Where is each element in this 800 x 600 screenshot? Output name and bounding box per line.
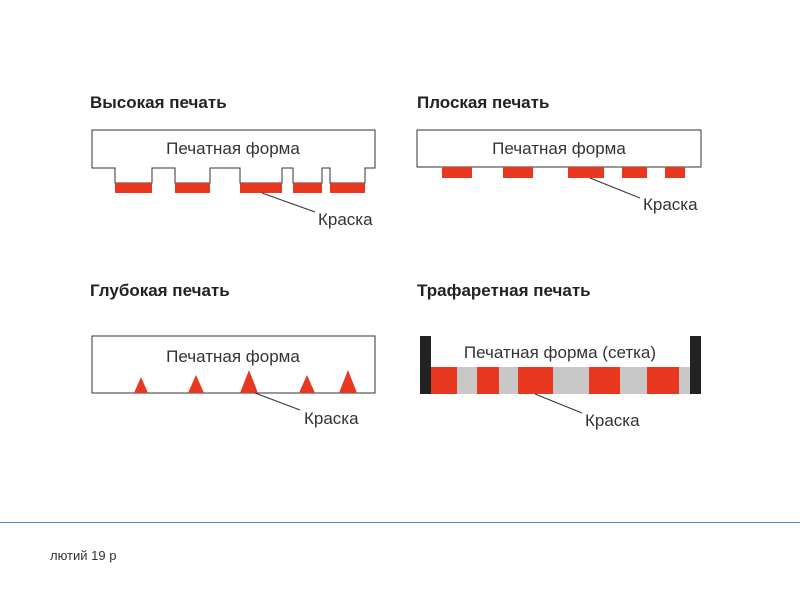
screen-ink-1	[431, 367, 457, 394]
gravure-form-label: Печатная форма	[166, 347, 300, 366]
flat-ink-5	[665, 167, 685, 178]
letterpress-ink-1	[115, 183, 152, 193]
footer-date: лютий 19 р	[50, 548, 117, 563]
letterpress-ink-5	[330, 183, 365, 193]
letterpress-title: Высокая печать	[90, 93, 227, 112]
screen-mesh	[431, 367, 690, 394]
gravure-ink-1	[134, 377, 148, 393]
flat-ink-4	[622, 167, 647, 178]
screen-ink-leader	[534, 393, 583, 414]
flat-ink-leader	[589, 177, 641, 199]
gravure-ink-leader	[254, 392, 301, 411]
gravure-ink-5	[339, 370, 357, 393]
screen-ink-5	[647, 367, 679, 394]
flat-form-label: Печатная форма	[492, 139, 626, 158]
gravure-title: Глубокая печать	[90, 281, 230, 300]
letterpress-ink-3	[240, 183, 282, 193]
gravure-form	[91, 335, 376, 394]
screen-panel: Трафаретная печать Печатная форма (сетка…	[417, 281, 701, 430]
flat-title: Плоская печать	[417, 93, 549, 112]
letterpress-ink-4	[293, 183, 322, 193]
gravure-ink-2	[188, 375, 204, 393]
gravure-ink-label: Краска	[304, 409, 359, 428]
flat-ink-2	[503, 167, 533, 178]
printing-methods-diagram: Высокая печать Печатная форма Краска Пло…	[90, 93, 702, 430]
letterpress-form-label: Печатная форма	[166, 139, 300, 158]
letterpress-ink-label: Краска	[318, 210, 373, 229]
flat-form	[416, 129, 702, 168]
letterpress-panel: Высокая печать Печатная форма Краска	[90, 93, 376, 229]
flat-ink-1	[442, 167, 472, 178]
screen-frame-left	[420, 336, 431, 394]
screen-form-label: Печатная форма (сетка)	[464, 343, 656, 362]
screen-ink-3	[518, 367, 553, 394]
footer-divider	[0, 522, 800, 523]
gravure-ink-3	[240, 370, 258, 393]
screen-ink-label: Краска	[585, 411, 640, 430]
screen-title: Трафаретная печать	[417, 281, 591, 300]
flat-panel: Плоская печать Печатная форма Краска	[416, 93, 702, 214]
gravure-panel: Глубокая печать Печатная форма Краска	[90, 281, 376, 428]
letterpress-ink-leader	[261, 192, 316, 213]
screen-ink-2	[477, 367, 499, 394]
screen-ink-4	[589, 367, 620, 394]
screen-frame-right	[690, 336, 701, 394]
flat-ink-3	[568, 167, 604, 178]
letterpress-ink-2	[175, 183, 210, 193]
gravure-ink-4	[299, 375, 315, 393]
flat-ink-label: Краска	[643, 195, 698, 214]
